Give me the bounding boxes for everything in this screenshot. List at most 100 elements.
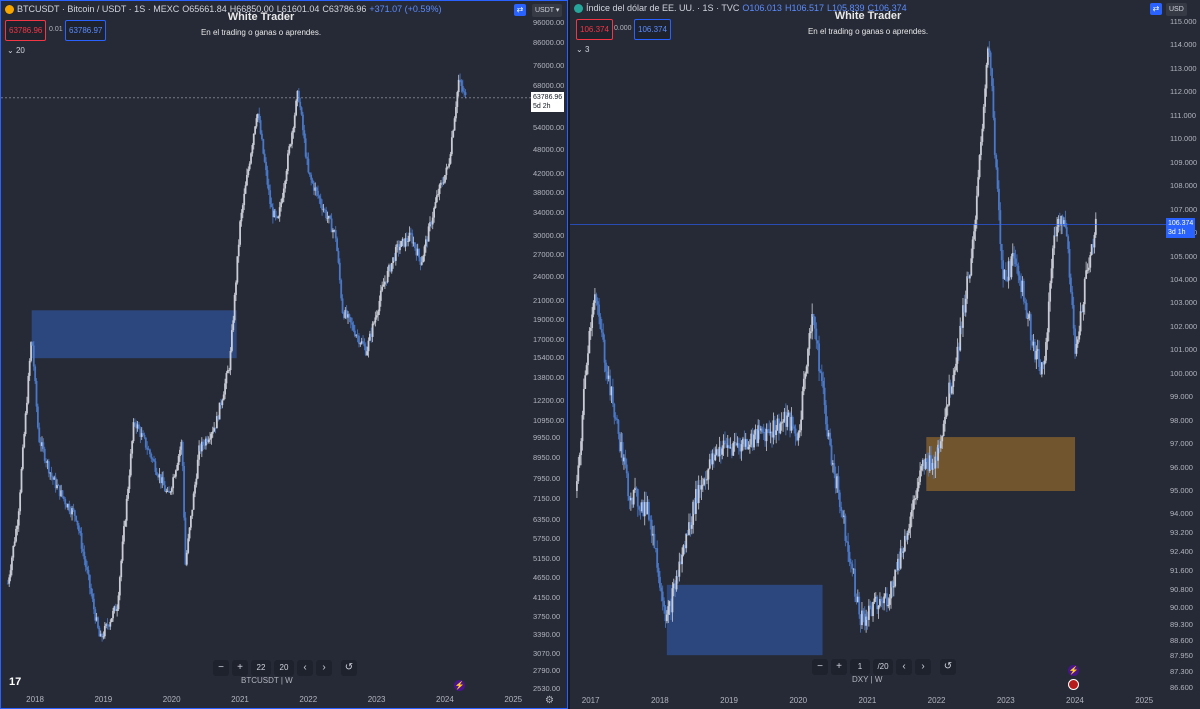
btc-chart-canvas[interactable] [1,1,567,709]
candle-body [587,353,589,366]
btc-buy-button[interactable]: 63786.97 [65,20,107,41]
candle-body [281,197,284,203]
candle-body [1067,236,1070,249]
candle-body [68,503,71,512]
candle-body [616,418,618,421]
dxy-buy-button[interactable]: 106.374 [634,19,671,40]
candle-body [1021,280,1024,292]
candle-body [400,241,403,247]
candle-body [671,588,674,613]
candle-body [251,144,254,154]
time-tick-label: 2022 [927,696,946,705]
candle-body [291,132,293,145]
zoom-out-button[interactable]: − [812,659,828,675]
candle-body [775,430,778,435]
btc-volume-toggle[interactable]: ⌄ 20 [7,46,25,55]
scroll-right-button[interactable]: › [915,659,931,675]
candle-body [822,380,825,388]
reset-chart-button[interactable]: ↺ [341,660,357,676]
btc-legend: BTCUSDT · Bitcoin / USDT · 1S · MEXC O65… [5,4,441,14]
price-tick-label: 105.000 [1170,251,1198,261]
candle-body [144,437,147,448]
gear-icon[interactable]: ⚙ [545,695,554,706]
candle-body [690,524,693,529]
dxy-zoom-label[interactable]: 1 [850,659,870,675]
btc-zoom-label[interactable]: 22 [251,660,271,676]
candle-body [453,118,456,131]
candle-body [101,633,104,638]
candle-body [311,179,314,183]
candle-body [184,517,187,565]
dxy-chart-pane[interactable]: Índice del dólar de EE. UU. · 1S · TVC O… [570,0,1200,709]
price-tick-label: 7950.00 [533,474,561,484]
dxy-currency-select[interactable]: USD [1166,3,1187,16]
candle-body [713,453,715,461]
btc-zoom-label-2[interactable]: 20 [274,660,294,676]
btc-chart-pane[interactable]: BTCUSDT · Bitcoin / USDT · 1S · MEXC O65… [0,0,568,709]
price-tick-label: 88.600 [1170,636,1193,646]
candle-body [1056,226,1058,237]
zone-orange-0[interactable] [926,437,1076,492]
reset-chart-button[interactable]: ↺ [940,659,956,675]
scroll-left-button[interactable]: ‹ [896,659,912,675]
candle-body [960,325,963,328]
dxy-zoom-label-2[interactable]: /20 [873,659,893,675]
candle-body [21,447,24,469]
scroll-right-button[interactable]: › [316,660,332,676]
candle-body [625,464,628,474]
candle-body [1079,311,1082,332]
candle-body [628,496,631,501]
dxy-chart-canvas[interactable] [570,0,1200,709]
lightning-icon[interactable]: ⚡ [1068,665,1079,676]
candle-body [181,441,184,467]
btc-sell-button[interactable]: 63786.96 [5,20,47,41]
tradingview-logo[interactable]: 17 [9,676,22,688]
btc-symbol[interactable]: BTCUSDT · Bitcoin / USDT · 1S · MEXC [17,4,180,14]
price-tick-label: 86.600 [1170,683,1193,692]
candle-body [733,442,736,444]
candle-body [1046,332,1049,343]
candle-body [128,475,131,489]
lightning-icon[interactable]: ⚡ [454,680,465,691]
us-flag-icon[interactable] [1068,679,1079,690]
dxy-sell-button[interactable]: 106.374 [576,19,613,40]
candle-body [192,493,195,510]
zoom-out-button[interactable]: − [213,660,229,676]
candle-body [52,476,54,480]
candle-body [927,461,930,471]
btc-compare-button[interactable]: ⇄ [514,4,526,16]
candle-body [910,510,913,517]
candle-body [881,601,884,604]
candle-body [780,422,783,424]
price-tick-label: 19000.00 [533,314,565,324]
btc-currency-select[interactable]: USDT ▾ [532,4,563,17]
candle-body [267,184,270,191]
candle-body [183,466,185,518]
zone-blue-1[interactable] [666,584,823,656]
candle-body [656,548,659,568]
candle-body [1087,267,1090,270]
dxy-symbol[interactable]: Índice del dólar de EE. UU. · 1S · TVC [586,3,740,13]
scroll-left-button[interactable]: ‹ [297,660,313,676]
dxy-volume-toggle[interactable]: ⌄ 3 [576,45,589,54]
time-tick-label: 2017 [581,696,600,705]
dxy-compare-button[interactable]: ⇄ [1150,3,1162,15]
candle-body [138,424,140,429]
candle-body [58,485,61,497]
candle-body [769,431,772,434]
candle-body [1010,256,1013,278]
candle-body [47,461,50,474]
candle-body [135,423,138,429]
candle-body [945,406,948,418]
btc-change: +371.07 (+0.59%) [369,4,442,14]
candle-body [276,216,278,218]
zoom-in-button[interactable]: + [232,660,248,676]
candle-body [933,462,935,469]
zone-blue-0[interactable] [31,310,237,359]
price-tick-label: 94.000 [1170,509,1193,519]
candle-body [794,428,797,437]
candle-body [343,312,345,318]
candle-body [845,540,848,542]
candle-body [986,48,989,65]
zoom-in-button[interactable]: + [831,659,847,675]
